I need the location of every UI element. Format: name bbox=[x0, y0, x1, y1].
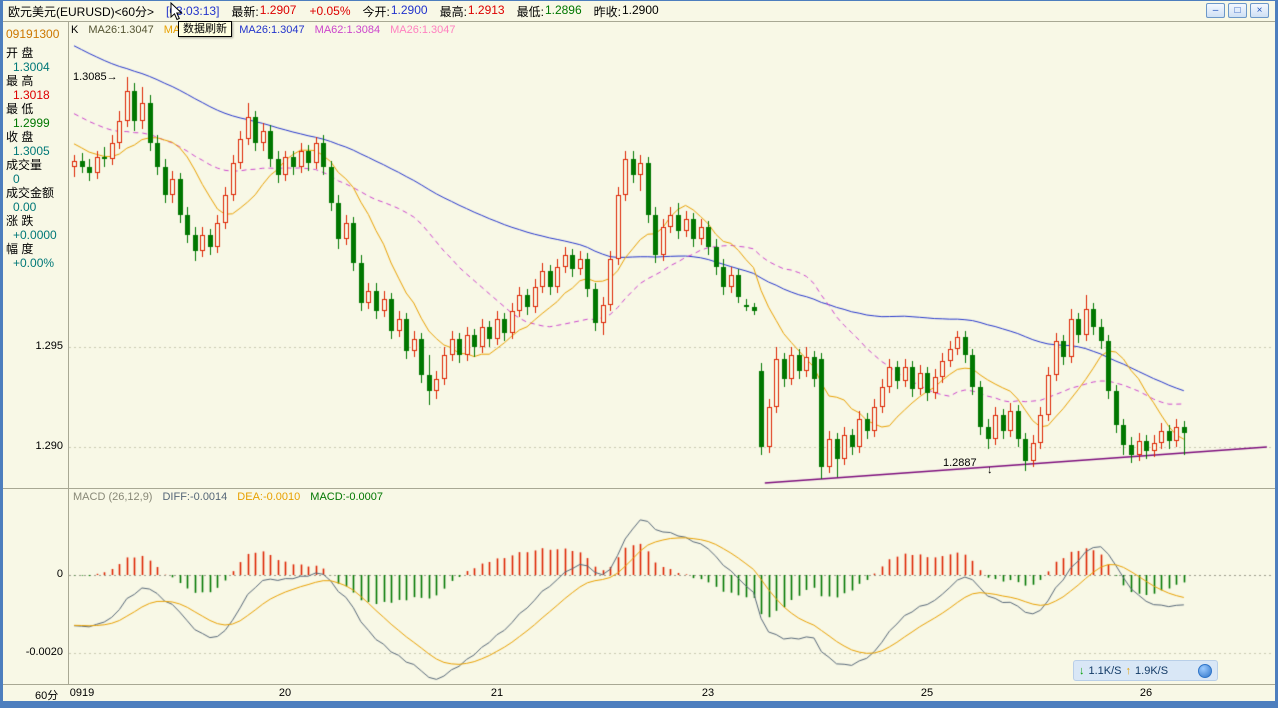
clock: [03:03:13] bbox=[166, 4, 220, 18]
legend-diff: DIFF:-0.0014 bbox=[162, 491, 228, 503]
info-row-turnover: 成交金额 0.00 bbox=[6, 186, 55, 214]
axis-divider bbox=[3, 684, 1275, 685]
legend-ma62: MA62:1.3084 bbox=[314, 24, 381, 36]
macd-chart[interactable] bbox=[69, 489, 1273, 684]
date-tick: 26 bbox=[1139, 687, 1153, 699]
legend-macd-params: MACD (26,12,9) bbox=[73, 491, 153, 503]
panel-divider bbox=[68, 22, 69, 684]
macd-axis-label: -0.0020 bbox=[25, 646, 63, 658]
info-row-close: 收 盘 1.3005 bbox=[6, 130, 50, 158]
bar-id: 09191300 bbox=[6, 27, 60, 41]
download-arrow-icon: ↓ bbox=[1079, 664, 1085, 677]
period-label: 60分 bbox=[35, 690, 59, 702]
quote-change-pct: +0.05% bbox=[309, 4, 351, 18]
quote-low: 最低: 1.2896 bbox=[516, 2, 582, 19]
date-tick: 25 bbox=[920, 687, 934, 699]
macd-legend: MACD (26,12,9) DIFF:-0.0014 DEA:-0.0010 … bbox=[73, 491, 383, 503]
legend-ma26-c: MA26:1.3047 bbox=[390, 24, 456, 36]
info-row-high: 最 高 1.3018 bbox=[6, 74, 50, 102]
main-price-chart[interactable] bbox=[69, 22, 1273, 488]
upload-speed: 1.9K/S bbox=[1135, 664, 1169, 677]
title-bar: 欧元美元(EURUSD)<60分> [03:03:13] 最新: 1.2907 … bbox=[3, 1, 1275, 22]
date-tick: 20 bbox=[278, 687, 292, 699]
legend-ma26-a: MA26:1.3047 bbox=[88, 24, 154, 36]
legend-dea: DEA:-0.0010 bbox=[237, 491, 301, 503]
time-axis: 60分 0919 20 21 23 25 26 bbox=[3, 685, 1275, 702]
ma-legend: K MA26:1.3047 MA10:1.3047 MA26:1.3047 MA… bbox=[71, 24, 456, 36]
data-refresh-tooltip: 数据刷新 bbox=[178, 21, 232, 37]
price-axis-label: 1.290 bbox=[35, 440, 63, 452]
quote-open: 今开: 1.2900 bbox=[362, 2, 428, 19]
mouse-cursor-icon bbox=[170, 2, 183, 21]
price-axis-label: 1.295 bbox=[35, 340, 63, 352]
trendline-price-annotation: 1.2887 bbox=[943, 457, 977, 469]
network-status-chip: ↓ 1.1K/S ↑ 1.9K/S bbox=[1073, 660, 1218, 681]
high-price-annotation: 1.3085→ bbox=[73, 71, 118, 83]
info-panel: 09191300 开 盘 1.3004 最 高 1.3018 最 低 1.299… bbox=[3, 27, 67, 270]
info-row-open: 开 盘 1.3004 bbox=[6, 46, 50, 74]
close-button[interactable]: × bbox=[1250, 3, 1269, 18]
info-row-low: 最 低 1.2999 bbox=[6, 102, 50, 130]
macd-axis-label: 0 bbox=[56, 568, 63, 580]
quote-last: 最新: 1.2907 bbox=[231, 2, 297, 19]
legend-ma26-b: MA26:1.3047 bbox=[239, 24, 305, 36]
download-speed: 1.1K/S bbox=[1088, 664, 1122, 677]
quote-high: 最高: 1.2913 bbox=[439, 2, 505, 19]
date-tick: 21 bbox=[490, 687, 504, 699]
info-row-change: 涨 跌 +0.0000 bbox=[6, 214, 57, 242]
info-row-volume: 成交量 0 bbox=[6, 158, 43, 186]
restore-button[interactable]: □ bbox=[1228, 3, 1247, 18]
date-tick: 23 bbox=[701, 687, 715, 699]
upload-arrow-icon: ↑ bbox=[1125, 664, 1132, 677]
chart-macd-divider bbox=[3, 488, 1275, 489]
instrument-title: 欧元美元(EURUSD)<60分> bbox=[8, 4, 155, 19]
minimize-button[interactable]: – bbox=[1206, 3, 1225, 18]
info-row-range: 幅 度 +0.00% bbox=[6, 242, 55, 270]
date-tick: 0919 bbox=[69, 687, 95, 699]
legend-macd-value: MACD:-0.0007 bbox=[310, 491, 384, 503]
window-controls: – □ × bbox=[1206, 3, 1269, 18]
network-icon bbox=[1198, 663, 1212, 678]
trendline-marker-icon: ↓ bbox=[987, 464, 993, 476]
quote-prev-close: 昨收: 1.2900 bbox=[593, 2, 659, 19]
legend-k: K bbox=[71, 24, 79, 36]
